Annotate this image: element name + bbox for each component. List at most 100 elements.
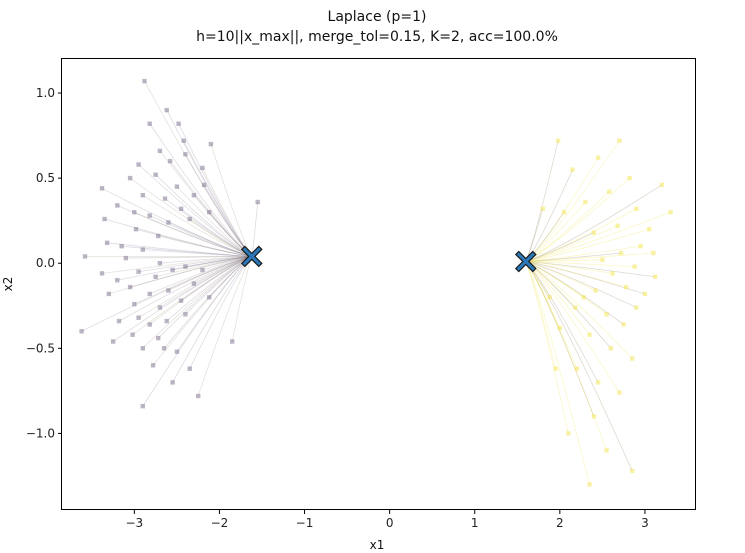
data-point [593, 288, 598, 293]
data-point [604, 312, 609, 317]
data-point [178, 206, 184, 211]
data-point [600, 257, 605, 262]
data-point [170, 267, 175, 273]
data-point [591, 414, 597, 419]
data-point [130, 332, 135, 337]
data-point [166, 288, 171, 293]
data-point [161, 346, 167, 351]
trajectory-line [525, 184, 663, 262]
data-point [555, 138, 561, 143]
data-point [255, 199, 260, 205]
data-point [642, 291, 648, 297]
trajectory-line [104, 218, 252, 257]
trajectory-line [108, 256, 252, 295]
data-point [157, 148, 163, 154]
data-point [587, 332, 592, 337]
plot-area [79, 78, 673, 487]
trajectory-line [132, 256, 252, 336]
data-point [140, 404, 145, 409]
cluster-centers [240, 245, 537, 273]
data-point [167, 158, 173, 164]
data-point [574, 366, 580, 371]
trajectory-line [525, 140, 620, 262]
trajectory-line [525, 261, 590, 485]
data-point [607, 189, 612, 194]
data-point [153, 172, 158, 177]
trajectory-line [525, 191, 610, 262]
data-point [170, 380, 175, 385]
y-tick-label: −1.0 [26, 426, 55, 440]
data-point [164, 107, 169, 113]
data-point [166, 220, 171, 225]
data-point [156, 233, 161, 239]
data-point [583, 199, 588, 205]
data-point [99, 186, 105, 191]
data-point [127, 284, 133, 290]
data-point [174, 184, 180, 189]
trajectory-line [525, 261, 635, 267]
data-point [110, 339, 116, 344]
data-point [140, 247, 145, 252]
y-tick-label: 0.0 [36, 256, 55, 270]
trajectory-line [125, 256, 252, 259]
trajectory-lines [81, 80, 671, 485]
chart-title: Laplace (p=1) [328, 9, 427, 25]
trajectory-line [159, 256, 252, 264]
cluster-center-marker [240, 245, 263, 268]
data-point [150, 363, 156, 368]
data-point [115, 278, 120, 283]
trajectory-line [107, 242, 252, 257]
data-point [647, 227, 652, 232]
data-point [595, 380, 601, 385]
data-point [634, 305, 639, 310]
trajectory-line [525, 252, 654, 262]
data-point [610, 271, 615, 276]
data-point [153, 274, 158, 279]
data-point [162, 196, 168, 201]
trajectory-line [112, 256, 252, 342]
trajectory-line [121, 245, 252, 257]
trajectory-line [525, 261, 637, 308]
trajectory-line [525, 261, 627, 288]
trajectory-line [118, 256, 252, 322]
data-point [187, 366, 192, 371]
data-point [132, 301, 137, 307]
x-tick-label: 3 [641, 516, 649, 530]
data-point [104, 240, 110, 245]
data-point [174, 349, 180, 354]
y-axis: −1.0 −0.5 0.0 0.5 1.0 [26, 86, 62, 440]
data-point [621, 322, 626, 327]
data-point [630, 356, 635, 361]
data-point [119, 244, 124, 249]
data-point [561, 210, 567, 215]
trajectory-line [135, 228, 252, 257]
x-tick-label: −1 [296, 516, 314, 530]
cluster-center-marker [514, 250, 537, 273]
data-point [136, 269, 141, 274]
trajectory-line [172, 256, 253, 383]
x-tick-label: 1 [471, 516, 479, 530]
data-point [617, 138, 622, 143]
trajectory-line [134, 256, 252, 305]
data-point [557, 325, 562, 331]
data-point [618, 250, 624, 256]
data-point [147, 322, 152, 327]
data-point [208, 141, 214, 147]
trajectory-line [525, 228, 650, 262]
trajectory-line [81, 256, 252, 332]
data-point [570, 167, 575, 172]
trajectory-line [101, 187, 252, 257]
data-point [200, 165, 205, 171]
x-tick-label: −3 [125, 516, 143, 530]
data-point [566, 431, 571, 436]
x-axis: −3 −2 −1 0 1 2 3 [125, 510, 649, 530]
trajectory-line [525, 261, 656, 278]
trajectory-line [525, 261, 646, 295]
data-point [147, 291, 152, 297]
data-point [630, 468, 635, 474]
y-axis-label: x2 [1, 277, 15, 292]
data-point [604, 448, 609, 453]
data-point [191, 193, 197, 198]
trajectory-line [129, 256, 252, 288]
data-point [659, 182, 665, 188]
